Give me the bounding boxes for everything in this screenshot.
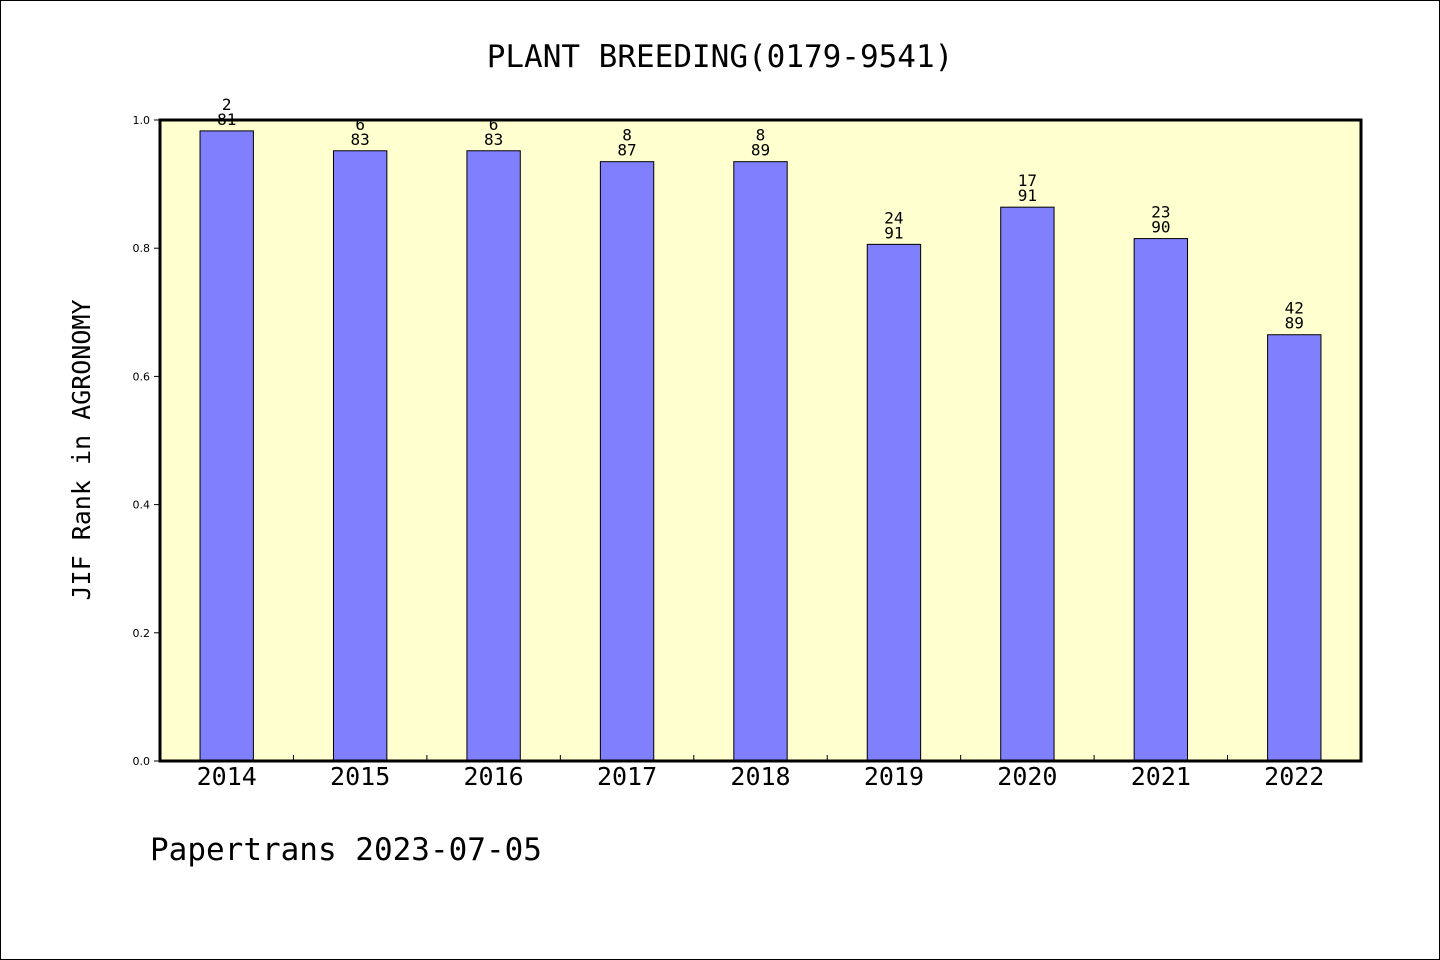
x-tick-label-2014: 2014	[197, 762, 257, 791]
bar-total-label-2022: 89	[1285, 314, 1304, 333]
bar-total-label-2020: 91	[1018, 186, 1037, 205]
chart-title: PLANT BREEDING(0179-9541)	[487, 39, 954, 75]
x-tick-label-2015: 2015	[330, 762, 390, 791]
y-tick-label-0.0: 0.0	[133, 755, 151, 768]
x-tick-label-2021: 2021	[1131, 762, 1191, 791]
y-tick-label-0.6: 0.6	[133, 370, 151, 383]
bar-total-label-2016: 83	[484, 130, 503, 149]
bar-2014	[199, 130, 254, 762]
bar-rank-label-2020: 17	[1018, 171, 1037, 190]
bar-2020	[1000, 206, 1055, 762]
plot-border	[158, 118, 1363, 763]
y-tick-label-0.4: 0.4	[133, 499, 151, 512]
x-tick-label-2022: 2022	[1264, 762, 1324, 791]
bar-rank-label-2016: 6	[489, 115, 499, 134]
bar-rank-label-2017: 8	[622, 126, 632, 145]
y-tick-label-1.0: 1.0	[133, 114, 151, 127]
bar-rank-label-2015: 6	[355, 115, 365, 134]
bar-total-label-2015: 83	[351, 130, 370, 149]
bar-rank-label-2014: 2	[222, 95, 232, 114]
bar-2016	[466, 150, 521, 762]
footer-source-date: Papertrans 2023-07-05	[150, 832, 542, 868]
bar-2019	[866, 243, 922, 762]
bar-total-label-2017: 87	[617, 141, 636, 160]
bar-total-label-2021: 90	[1151, 218, 1170, 237]
x-tick-label-2016: 2016	[464, 762, 524, 791]
x-tick-label-2020: 2020	[997, 762, 1057, 791]
bar-rank-label-2019: 24	[884, 208, 903, 227]
bar-2015	[332, 150, 388, 762]
bar-2018	[733, 161, 788, 762]
x-tick-label-2017: 2017	[597, 762, 657, 791]
y-axis-label: JIF Rank in AGRONOMY	[67, 299, 96, 600]
y-tick-label-0.2: 0.2	[133, 627, 151, 640]
bar-total-label-2019: 91	[884, 223, 903, 242]
bar-2021	[1133, 238, 1189, 762]
x-tick-label-2018: 2018	[730, 762, 790, 791]
x-tick-label-2019: 2019	[864, 762, 924, 791]
bar-rank-label-2021: 23	[1151, 203, 1170, 222]
bar-2022	[1267, 334, 1322, 762]
bar-total-label-2018: 89	[751, 141, 770, 160]
bar-2017	[599, 161, 655, 762]
bar-rank-label-2018: 8	[756, 126, 766, 145]
ticks-layer: 2014 2015 2016 2017 2018 2019 2020 2021 2022 0.0 0…	[133, 114, 1325, 791]
bar-rank-label-2022: 42	[1285, 299, 1304, 318]
y-tick-label-0.8: 0.8	[133, 242, 151, 255]
